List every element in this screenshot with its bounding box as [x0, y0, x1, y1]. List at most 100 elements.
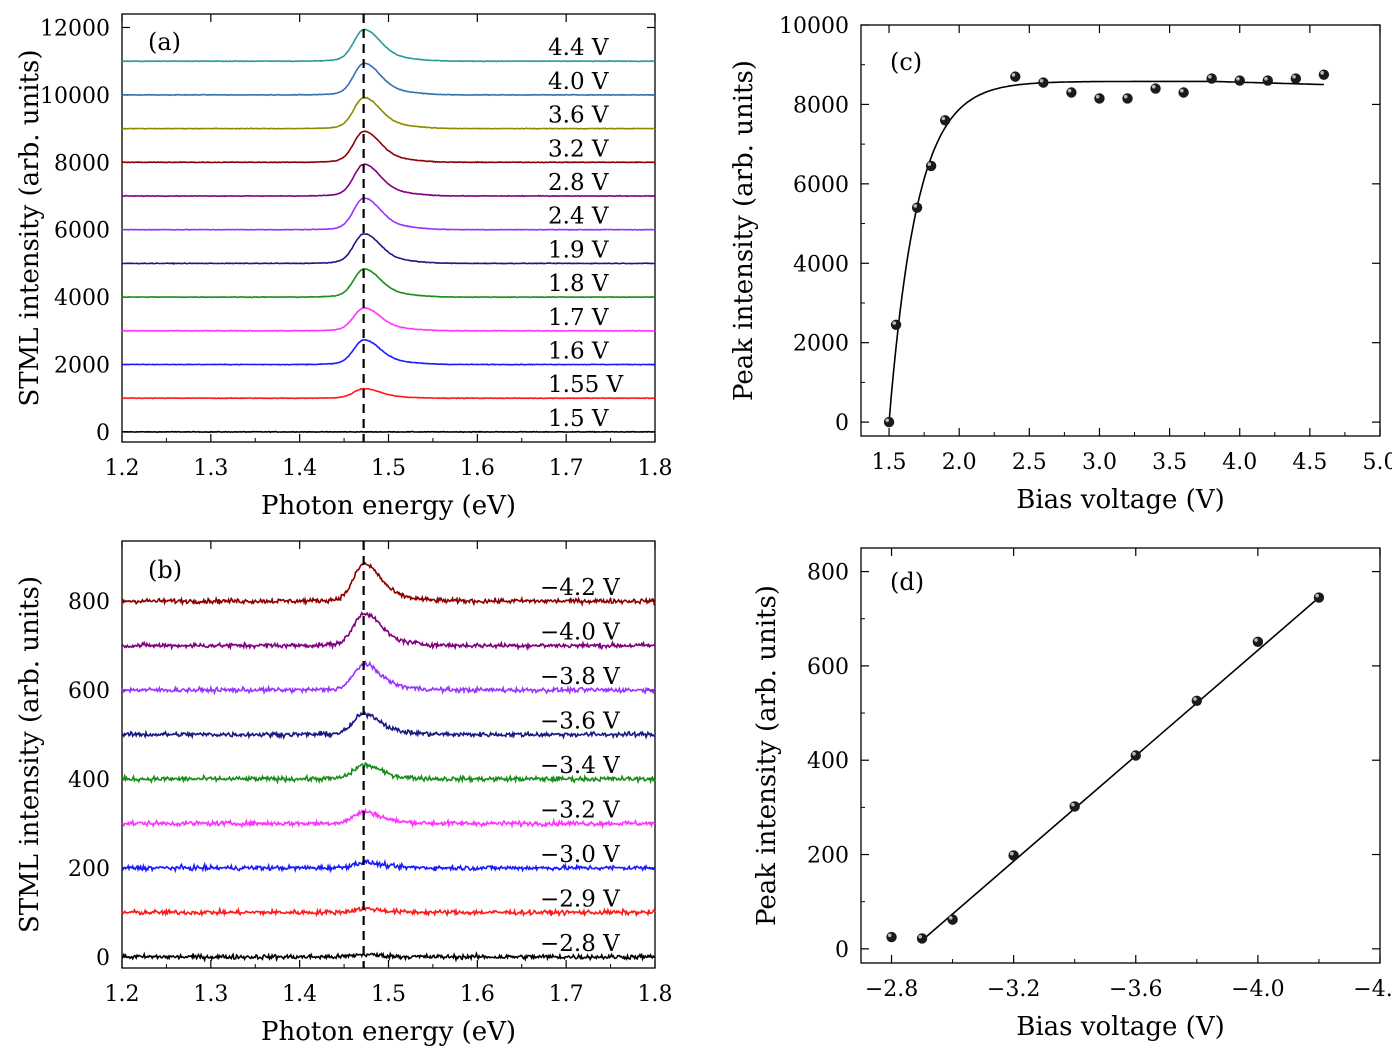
data-point — [1178, 87, 1189, 98]
y-tick-label: 6000 — [793, 173, 849, 198]
x-tick-label: 3.5 — [1152, 450, 1187, 475]
spectrum-line — [121, 268, 655, 299]
spectrum-line — [121, 710, 656, 740]
data-point — [1318, 69, 1330, 80]
plot-frame — [860, 547, 1381, 964]
data-point-highlight — [1010, 851, 1014, 856]
data-point-highlight — [1095, 94, 1100, 99]
y-tick-label: 200 — [68, 857, 110, 882]
series-label: −3.4 V — [540, 753, 620, 779]
spectrum-line — [121, 659, 656, 696]
x-tick-label: −4.4 — [1353, 977, 1392, 1002]
y-tick-label: 2000 — [54, 353, 110, 378]
series-label: −2.9 V — [540, 886, 620, 912]
data-point — [883, 416, 895, 428]
data-point-highlight — [1132, 751, 1136, 756]
data-point-highlight — [1254, 638, 1258, 642]
panel-a: (a) Photon energy (eV) STML intensity (arb… — [15, 13, 673, 521]
data-point — [1122, 93, 1133, 104]
y-axis-label: Peak intensity (arb. units) — [729, 60, 759, 401]
data-point-highlight — [1071, 802, 1075, 807]
spectrum-line — [121, 306, 655, 333]
x-tick-label: 1.6 — [460, 982, 495, 1007]
series-label: 1.6 V — [548, 338, 609, 364]
x-tick-label: 1.2 — [105, 982, 140, 1007]
series-label: 1.5 V — [548, 406, 609, 432]
plot-frame — [860, 24, 1381, 437]
data-point-highlight — [941, 116, 946, 121]
data-point-highlight — [892, 321, 897, 325]
panel-label: (a) — [148, 28, 181, 56]
data-point — [1010, 71, 1021, 82]
y-tick-label: 200 — [807, 844, 849, 869]
x-tick-label: 3.0 — [1082, 450, 1117, 475]
x-tick-label: 1.3 — [193, 982, 228, 1007]
spectrum-line — [121, 762, 656, 785]
panel-label: (d) — [890, 568, 924, 596]
fit-curve — [888, 80, 1324, 423]
x-tick-label: 1.7 — [549, 456, 584, 481]
data-point-highlight — [1292, 75, 1296, 79]
x-tick-label: −2.8 — [865, 977, 918, 1002]
data-point-highlight — [1151, 84, 1156, 89]
fit-curve — [921, 596, 1320, 941]
data-point — [1066, 87, 1077, 98]
data-point — [925, 160, 937, 172]
spectrum-line — [121, 338, 656, 366]
series-label: 1.7 V — [548, 305, 609, 331]
data-point-highlight — [918, 934, 923, 939]
y-tick-label: 400 — [807, 749, 849, 774]
x-tick-label: 5.0 — [1363, 450, 1392, 475]
series-label: 2.4 V — [548, 204, 609, 230]
series-label: 1.8 V — [548, 271, 609, 297]
spectrum-line — [121, 387, 656, 400]
series-label: −4.2 V — [540, 575, 620, 601]
spectrum-line — [121, 28, 656, 63]
y-tick-label: 10000 — [779, 14, 849, 39]
series-label: −3.0 V — [540, 842, 620, 868]
x-axis-label: Bias voltage (V) — [1016, 1012, 1225, 1042]
series-label: −4.0 V — [540, 620, 620, 646]
data-point-highlight — [1180, 88, 1184, 93]
series-label: −2.8 V — [540, 931, 620, 957]
data-point-highlight — [1236, 76, 1240, 81]
data-point — [1094, 93, 1105, 104]
x-tick-label: 2.0 — [942, 450, 977, 475]
data-point-highlight — [885, 418, 890, 423]
data-point-highlight — [1039, 78, 1044, 83]
y-tick-label: 8000 — [793, 93, 849, 118]
series-label: 3.6 V — [548, 103, 609, 129]
data-point-highlight — [948, 916, 953, 920]
data-point — [1008, 850, 1019, 861]
data-point — [1069, 801, 1080, 812]
y-tick-label: 400 — [68, 768, 110, 793]
y-tick-label: 0 — [96, 946, 110, 971]
x-tick-label: 1.4 — [282, 982, 317, 1007]
data-point-highlight — [927, 162, 932, 166]
data-point — [947, 914, 958, 925]
x-tick-label: −4.0 — [1231, 977, 1284, 1002]
series-label: −3.6 V — [540, 708, 620, 734]
data-point-highlight — [1320, 71, 1324, 75]
data-point-highlight — [1315, 593, 1319, 598]
spectrum-line — [122, 62, 656, 97]
y-tick-label: 2000 — [793, 332, 849, 357]
spectrum-line — [121, 197, 656, 232]
data-point — [890, 319, 902, 331]
spectrum-line — [122, 163, 656, 198]
x-tick-label: 1.8 — [638, 982, 673, 1007]
x-tick-label: 1.2 — [105, 456, 140, 481]
data-point — [886, 931, 897, 943]
x-tick-label: 1.4 — [282, 456, 317, 481]
spectrum-line — [121, 430, 656, 434]
data-point-highlight — [1264, 76, 1268, 81]
data-point-highlight — [1193, 697, 1197, 701]
spectrum-line — [121, 950, 656, 963]
data-point — [1290, 73, 1302, 84]
data-point — [939, 115, 951, 126]
data-point-highlight — [1123, 94, 1128, 99]
series-label: 1.55 V — [548, 372, 624, 398]
x-tick-label: −3.2 — [987, 977, 1040, 1002]
spectrum-line — [121, 610, 656, 652]
